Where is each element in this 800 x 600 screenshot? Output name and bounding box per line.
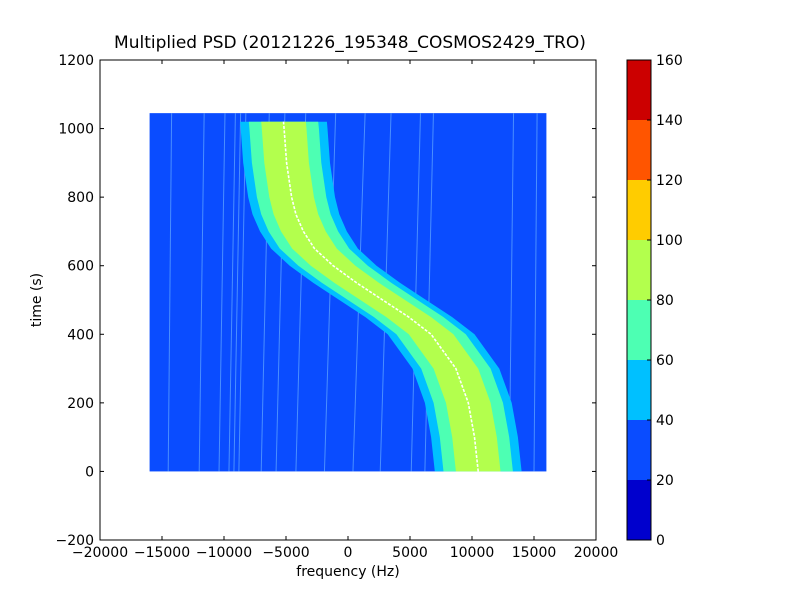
y-tick-label: 200 [67,396,94,412]
x-tick-label: −20000 [72,545,128,561]
colorbar-segment-2 [627,360,651,420]
spurious-line-2 [218,113,226,472]
x-tick-label: −5000 [262,545,309,561]
colorbar-segment-7 [627,60,651,120]
x-tick-label: 15000 [512,545,557,561]
spurious-line-13 [424,113,434,472]
spurious-line-15 [533,113,538,472]
y-tick-label: 400 [67,327,94,343]
spurious-line-3 [228,113,236,472]
x-tick-label: −15000 [134,545,190,561]
x-tick-label: 5000 [392,545,428,561]
colorbar-tick-label: 140 [656,113,683,129]
colorbar-segment-3 [627,300,651,360]
signal-band-2 [261,121,501,472]
spurious-line-1 [198,113,205,472]
colorbar-tick-label: 60 [656,353,674,369]
colorbar-tick-label: 100 [656,233,683,249]
chart-title: Multiplied PSD (20121226_195348_COSMOS24… [114,33,586,53]
signal-center-line [282,121,479,472]
y-tick-label: 1200 [58,53,94,69]
x-tick-label: −10000 [196,545,252,561]
colorbar-segment-5 [627,180,651,240]
x-axis: −20000 −15000 −10000 −5000 0 5000 10000 15000 20… [72,60,618,561]
colorbar-tick-label: 160 [656,53,683,69]
y-tick-label: 1000 [58,122,94,138]
x-axis-label: frequency (Hz) [296,564,399,580]
y-tick-label: −200 [56,533,94,549]
colorbar-tick-label: 0 [656,533,665,549]
y-tick-label: 600 [67,259,94,275]
y-tick-label: 800 [67,190,94,206]
colorbar-tick-label: 120 [656,173,683,189]
x-tick-label: 10000 [450,545,495,561]
colorbar-tick-label: 80 [656,293,674,309]
y-axis: −200 0 200 400 600 800 1000 1200 [56,53,596,549]
colorbar-segment-6 [627,120,651,180]
spurious-line-4 [233,113,242,472]
colorbar-segment-4 [627,240,651,300]
colorbar-segment-1 [627,420,651,480]
spurious-line-12 [410,113,421,472]
x-tick-label: 20000 [574,545,619,561]
colorbar-tick-label: 40 [656,413,674,429]
colorbar-segment-0 [627,480,651,540]
colorbar-tick-label: 20 [656,473,674,489]
y-tick-label: 0 [85,464,94,480]
colorbar: 0 20 40 60 80 100 120 140 160 [626,53,683,549]
x-tick-label: 0 [344,545,353,561]
y-axis-label: time (s) [29,273,45,327]
heatmap-area [149,113,547,472]
spurious-line-0 [167,113,173,472]
